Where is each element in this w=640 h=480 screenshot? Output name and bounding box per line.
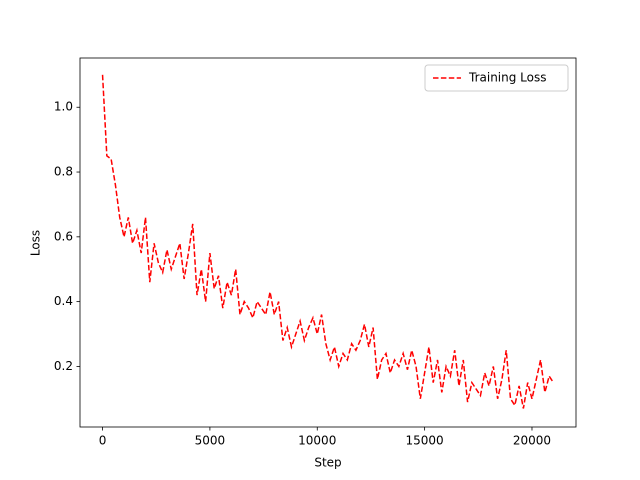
x-axis-label: Step: [314, 456, 341, 470]
x-tick-label: 5000: [195, 434, 226, 448]
x-tick-label: 15000: [406, 434, 444, 448]
legend-label: Training Loss: [468, 71, 546, 85]
y-tick-label: 0.8: [54, 165, 73, 179]
y-tick-label: 0.2: [54, 359, 73, 373]
y-tick-label: 0.6: [54, 229, 73, 243]
y-tick-label: 1.0: [54, 100, 73, 114]
x-tick-label: 0: [99, 434, 107, 448]
y-axis-label: Loss: [29, 230, 43, 256]
line-series: [101, 74, 555, 409]
y-tick-label: 0.4: [54, 294, 73, 308]
axes-frame: [79, 57, 577, 428]
legend-box: [424, 64, 569, 92]
x-tick-label: 10000: [298, 434, 336, 448]
x-tick-label: 20000: [513, 434, 551, 448]
